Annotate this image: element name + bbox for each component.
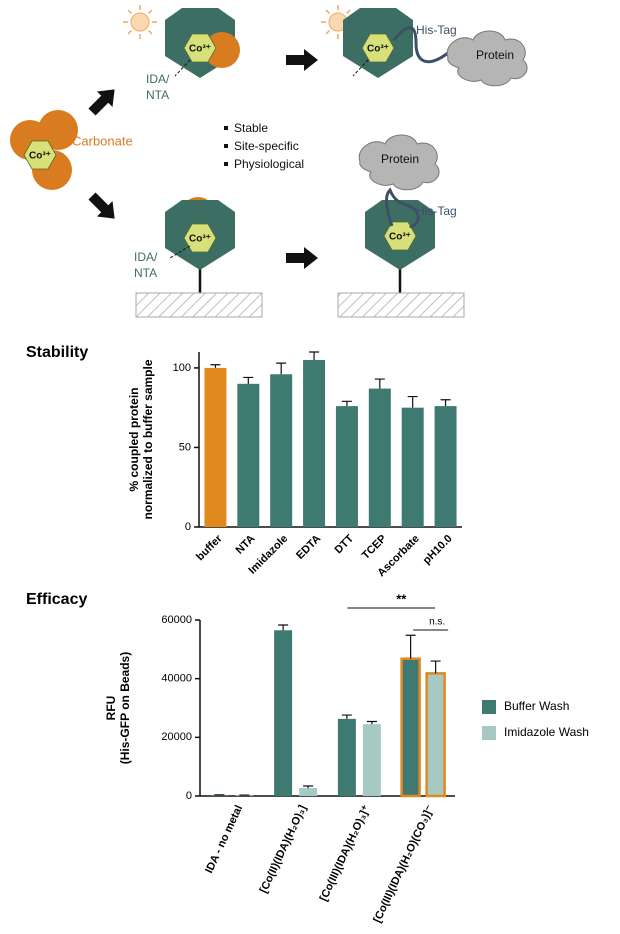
legend-label: Imidazole Wash xyxy=(504,725,589,739)
bar xyxy=(338,719,356,796)
error-bar xyxy=(367,721,377,724)
x-tick-label: NTA xyxy=(234,533,258,557)
ligand-label: IDA/ xyxy=(134,250,158,264)
bar xyxy=(402,408,424,527)
arrow xyxy=(286,49,318,71)
error-bar xyxy=(431,661,441,673)
error-bar xyxy=(342,715,352,719)
error-bar xyxy=(276,363,286,374)
x-tick-label: buffer xyxy=(194,532,225,563)
bar xyxy=(336,406,358,527)
metal-label: Co³⁺ xyxy=(389,232,411,243)
panel-title: Efficacy xyxy=(26,591,87,608)
his-tag-label: His-Tag xyxy=(416,23,457,37)
ligand-label: IDA/ xyxy=(146,72,170,86)
metal-label: Co³⁺ xyxy=(367,44,389,55)
bullet-list xyxy=(224,126,228,166)
bar xyxy=(402,659,420,796)
x-tick-label: [Co(II)(IDA)(H₂O)₃] xyxy=(258,803,309,895)
legend-swatch xyxy=(482,700,496,714)
bar xyxy=(369,389,391,527)
bar xyxy=(204,368,226,527)
significance-label: ** xyxy=(396,591,407,606)
y-tick-label: 100 xyxy=(173,362,191,374)
x-tick-label: IDA - no metal xyxy=(203,803,245,875)
arrow xyxy=(286,247,318,269)
error-bar xyxy=(408,397,418,408)
y-tick-label: 40000 xyxy=(161,673,192,685)
bullet: Stable xyxy=(234,121,268,135)
metal-label: Co³⁺ xyxy=(29,151,51,162)
y-axis-label: % coupled protein xyxy=(127,387,141,491)
bar xyxy=(237,384,259,527)
his-tag-label: His-Tag xyxy=(416,204,457,218)
error-bar xyxy=(309,352,319,360)
carbonate-label: Carbonate xyxy=(72,133,133,148)
error-bar xyxy=(342,401,352,406)
bar xyxy=(274,630,292,796)
error-bar xyxy=(243,377,253,383)
arrow xyxy=(84,82,122,120)
y-tick-label: 0 xyxy=(186,790,192,802)
x-tick-label: EDTA xyxy=(294,533,323,562)
legend-label: Buffer Wash xyxy=(504,699,569,713)
error-bar xyxy=(278,625,288,630)
error-bar xyxy=(210,365,220,368)
y-axis-label: RFU xyxy=(104,696,118,721)
panel-title: Stability xyxy=(26,344,88,361)
y-axis-label: normalized to buffer sample xyxy=(141,359,155,519)
arrow xyxy=(84,188,122,226)
protein-label: Protein xyxy=(476,48,514,62)
x-tick-label: pH10.0 xyxy=(421,533,455,567)
y-tick-label: 60000 xyxy=(161,614,192,626)
light-icon xyxy=(123,5,157,39)
error-bar xyxy=(303,786,313,788)
metal-label: Co³⁺ xyxy=(189,44,211,55)
error-bar xyxy=(406,635,416,658)
ligand-label: NTA xyxy=(134,266,157,280)
y-tick-label: 50 xyxy=(179,441,191,453)
significance-label: n.s. xyxy=(429,617,445,628)
y-axis-label: (His-GFP on Beads) xyxy=(118,652,132,764)
bar xyxy=(299,788,317,796)
protein-label: Protein xyxy=(381,152,419,166)
error-bar xyxy=(375,379,385,389)
x-tick-label: DTT xyxy=(333,532,357,556)
y-tick-label: 0 xyxy=(185,521,191,533)
bar xyxy=(363,724,381,796)
bar xyxy=(303,360,325,527)
error-bar xyxy=(441,400,451,406)
bullet: Site-specific xyxy=(234,139,299,153)
bar xyxy=(270,374,292,527)
bar xyxy=(427,673,445,796)
bullet: Physiological xyxy=(234,157,304,171)
y-tick-label: 20000 xyxy=(161,731,192,743)
bar xyxy=(435,406,457,527)
legend-swatch xyxy=(482,726,496,740)
ligand-label: NTA xyxy=(146,88,169,102)
x-tick-label: [Co(III)(IDA)(H₂O)₃]⁺ xyxy=(318,803,373,903)
metal-label: Co³⁺ xyxy=(189,234,211,245)
x-tick-label: [Co(III)(IDA)(H₂O)(CO₃)]⁻ xyxy=(371,803,436,924)
x-tick-label: TCEP xyxy=(360,533,389,562)
